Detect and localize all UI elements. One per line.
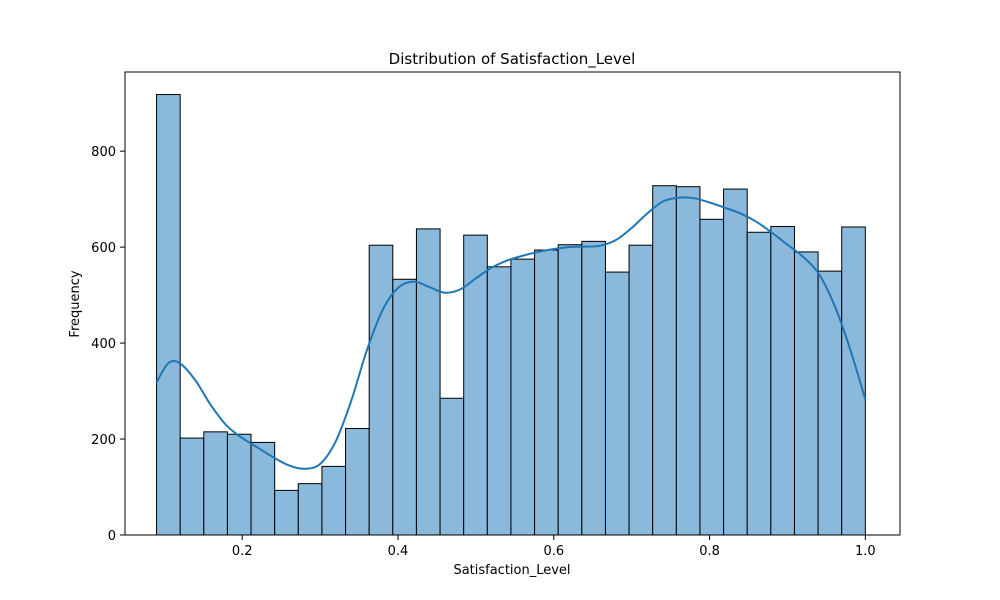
y-axis-label: Frequency <box>68 270 83 337</box>
histogram-bar <box>746 231 772 536</box>
histogram-bar <box>203 431 228 536</box>
histogram-bar <box>368 244 394 536</box>
histogram-bar <box>179 437 205 536</box>
histogram-bar <box>675 186 701 536</box>
histogram-bar <box>652 185 677 536</box>
histogram-bar <box>581 240 606 536</box>
y-tick-label: 0 <box>108 529 116 544</box>
histogram-bar <box>793 251 819 536</box>
y-tick-label: 400 <box>91 337 116 352</box>
histogram-bar <box>604 271 630 536</box>
histogram-bar <box>534 249 559 536</box>
kde-layer <box>155 196 867 470</box>
y-tick-label: 600 <box>91 241 116 256</box>
x-axis-label: Satisfaction_Level <box>453 563 570 578</box>
histogram-bar <box>321 465 347 536</box>
histogram-bar <box>770 225 795 536</box>
histogram-bar <box>723 188 748 536</box>
x-tick-label: 1.0 <box>855 544 876 559</box>
histogram-bar <box>439 397 465 536</box>
x-axis-ticks: 0.2 0.4 0.6 0.8 1.0 <box>232 535 876 559</box>
y-axis-ticks: 0 200 400 600 800 <box>91 145 125 544</box>
histogram-bar <box>486 266 512 536</box>
bars-layer <box>156 94 866 536</box>
histogram-bar <box>557 244 583 536</box>
axes-frame <box>124 71 901 536</box>
histogram-bar <box>226 433 252 536</box>
kde-curve <box>155 196 867 470</box>
chart-title: Distribution of Satisfaction_Level <box>389 50 636 69</box>
histogram-bar <box>699 218 725 536</box>
histogram-bar <box>463 234 488 536</box>
y-tick-label: 800 <box>91 145 116 160</box>
x-tick-label: 0.4 <box>388 544 409 559</box>
histogram-bar <box>817 270 843 536</box>
histogram-bar <box>628 244 654 536</box>
histogram-bar <box>345 427 370 536</box>
histogram-bar <box>415 228 441 536</box>
histogram-bar <box>841 226 866 536</box>
histogram-bar <box>510 258 536 536</box>
y-tick-label: 200 <box>91 433 116 448</box>
x-tick-label: 0.2 <box>232 544 253 559</box>
x-tick-label: 0.8 <box>699 544 720 559</box>
histogram-bar <box>297 483 323 536</box>
histogram-bar <box>392 278 417 536</box>
histogram-bar <box>274 489 299 536</box>
histogram-bar <box>156 94 181 536</box>
x-tick-label: 0.6 <box>543 544 564 559</box>
